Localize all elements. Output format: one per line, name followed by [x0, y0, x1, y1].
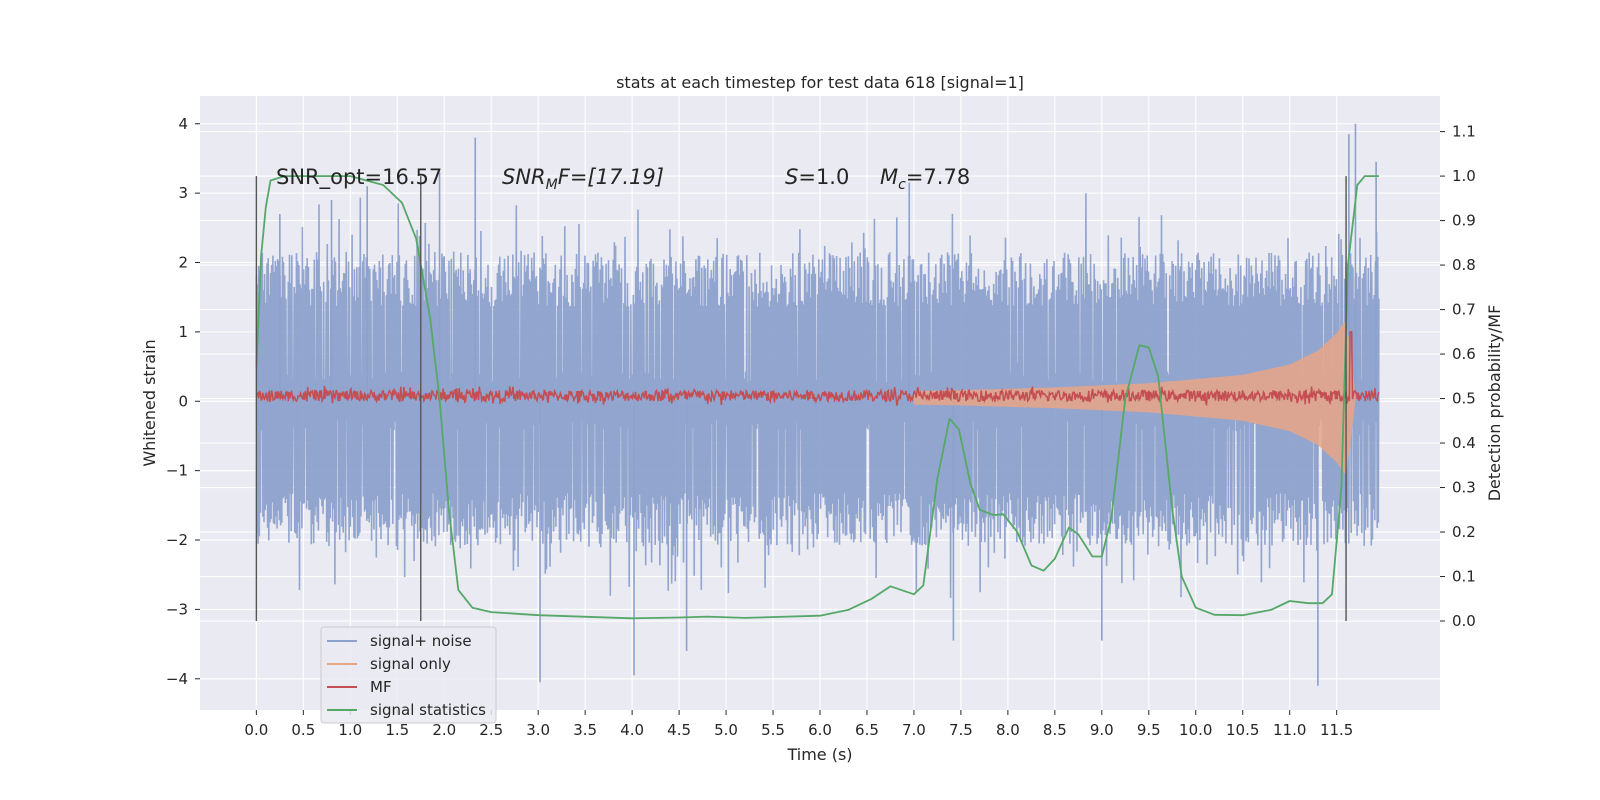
y-right-tick-label: 0.0 [1452, 612, 1476, 630]
x-tick-label: 8.5 [1043, 721, 1067, 739]
x-tick-label: 4.5 [667, 721, 691, 739]
y-tick-label: 1 [178, 323, 188, 341]
annotation-snr-mf-f: F=[17.19] [558, 165, 664, 189]
plot-content [255, 123, 1380, 686]
x-tick-label: 3.5 [573, 721, 597, 739]
y-right-tick-label: 0.4 [1452, 434, 1476, 452]
annotation-snr-mf-subscript: M [546, 177, 558, 193]
y-right-tick-label: 0.6 [1452, 345, 1476, 363]
annotation-mc-subscript: c [898, 177, 906, 193]
chart-title: stats at each timestep for test data 618… [616, 73, 1024, 92]
y-tick-label: −1 [166, 462, 188, 480]
x-tick-label: 1.5 [385, 721, 409, 739]
x-tick-label: 7.5 [949, 721, 973, 739]
x-tick-label: 1.0 [338, 721, 362, 739]
legend-label: signal+ noise [370, 632, 472, 650]
y-tick-label: 2 [178, 254, 188, 272]
x-tick-label: 5.0 [714, 721, 738, 739]
legend: signal+ noise signal only MF signal statist… [320, 626, 497, 724]
annotation-snr-opt: SNR_opt=16.57 [276, 165, 442, 190]
annotation-snr-mf-symbol: SNR [502, 165, 546, 189]
x-tick-label: 2.0 [432, 721, 456, 739]
y-tick-label: −4 [166, 670, 188, 688]
annotation-snr-mf: SNRMF=[17.19] [502, 165, 664, 193]
annotation-mc-symbol: M [880, 165, 898, 189]
annotation-mc: Mc=7.78 [880, 165, 970, 193]
x-tick-label: 0.0 [244, 721, 268, 739]
y-right-tick-label: 1.0 [1452, 167, 1476, 185]
y-right-tick-label: 0.8 [1452, 256, 1476, 274]
annotation-s-value: =1.0 [798, 165, 849, 189]
series-signal-statistics [255, 175, 1379, 620]
x-tick-label: 6.0 [808, 721, 832, 739]
annotation-s-symbol: S [785, 165, 798, 189]
legend-box [320, 626, 497, 724]
annotation-s: S=1.0 [785, 165, 849, 189]
x-tick-label: 9.0 [1090, 721, 1114, 739]
y-right-tick-label: 1.1 [1452, 123, 1476, 141]
series-mf [255, 331, 1380, 406]
x-tick-label: 0.5 [291, 721, 315, 739]
y-tick-label: 4 [178, 115, 188, 133]
vertical-markers [255, 176, 1347, 622]
x-tick-label: 8.0 [996, 721, 1020, 739]
y-right-tick-label: 0.3 [1452, 479, 1476, 497]
y-right-axis-ticks: 1.1 1.0 0.9 0.8 0.7 0.6 0.5 0.4 0.3 0.2 0.1 0.0 [1440, 123, 1476, 630]
x-tick-label: 10.0 [1179, 721, 1212, 739]
x-tick-label: 9.5 [1137, 721, 1161, 739]
x-tick-label: 2.5 [479, 721, 503, 739]
y-tick-label: −2 [166, 531, 188, 549]
y-tick-label: 3 [178, 184, 188, 202]
y-tick-label: −3 [166, 600, 188, 618]
y-right-tick-label: 0.2 [1452, 523, 1476, 541]
x-tick-label: 11.5 [1320, 721, 1353, 739]
x-axis-label: Time (s) [786, 745, 852, 764]
x-tick-label: 11.0 [1273, 721, 1306, 739]
y-axis-ticks: 4 3 2 1 0 −1 −2 −3 −4 [166, 115, 200, 688]
annotations: SNR_opt=16.57 SNRMF=[17.19] S=1.0 Mc=7.7… [276, 165, 970, 193]
y-right-tick-label: 0.5 [1452, 390, 1476, 408]
x-tick-label: 7.0 [902, 721, 926, 739]
y-right-tick-label: 0.9 [1452, 212, 1476, 230]
x-tick-label: 10.5 [1226, 721, 1259, 739]
y-right-axis-label: Detection probability/MF [1485, 305, 1504, 502]
legend-label: MF [370, 678, 392, 696]
annotation-mc-value: =7.78 [906, 165, 970, 189]
x-tick-label: 3.0 [526, 721, 550, 739]
legend-label: signal statistics [370, 701, 486, 719]
legend-label: signal only [370, 655, 451, 673]
y-right-tick-label: 0.1 [1452, 568, 1476, 586]
x-tick-label: 4.0 [620, 721, 644, 739]
x-tick-label: 5.5 [761, 721, 785, 739]
y-right-tick-label: 0.7 [1452, 301, 1476, 319]
x-axis-ticks: 0.0 0.5 1.0 1.5 2.0 2.5 3.0 3.5 4.0 4.5 5.0 5.5 6.0 6… [244, 710, 1353, 739]
x-tick-label: 6.5 [855, 721, 879, 739]
y-axis-label: Whitened strain [140, 339, 159, 466]
y-tick-label: 0 [178, 392, 188, 410]
